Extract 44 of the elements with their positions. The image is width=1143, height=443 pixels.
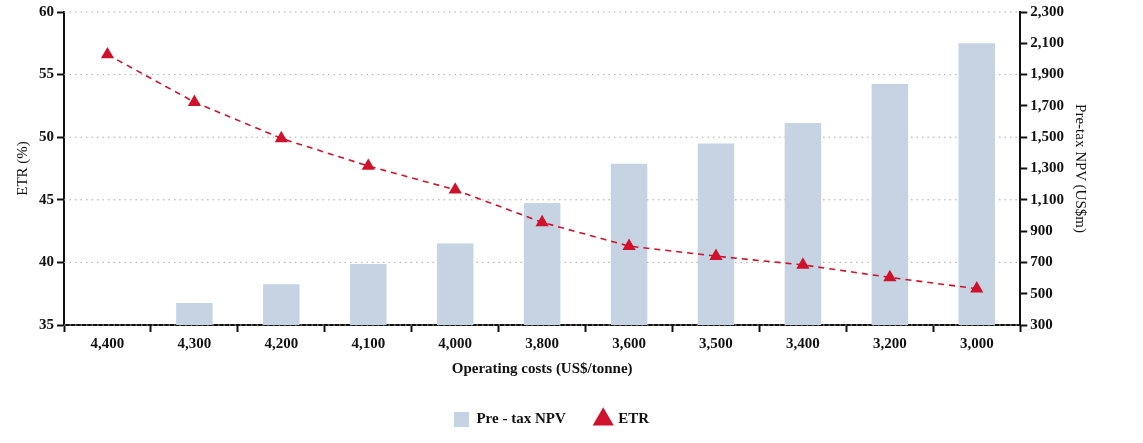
y2-tick-label: 1,500 (1030, 128, 1064, 145)
y-tick-label: 40 (39, 253, 54, 270)
x-tick-label: 3,500 (699, 334, 733, 351)
y-tick-label: 45 (39, 190, 54, 207)
point (623, 239, 636, 250)
point (796, 258, 809, 269)
x-axis-title: Operating costs (US$/tonne) (451, 359, 633, 377)
x-tick-label: 4,100 (351, 334, 386, 351)
y2-tick-label: 900 (1030, 221, 1053, 238)
point (362, 159, 375, 170)
y2-tick-label: 300 (1030, 315, 1053, 332)
y-tick-label: 60 (39, 2, 54, 19)
x-tick-label: 4,200 (264, 334, 299, 351)
y2-tick-label: 1,900 (1030, 65, 1064, 82)
x-tick-label: 4,000 (438, 334, 473, 351)
y2-tick-label: 2,300 (1030, 2, 1064, 19)
y-tick-label: 50 (39, 128, 54, 145)
legend-label: ETR (618, 410, 650, 427)
point (188, 95, 201, 106)
x-tick-label: 3,600 (612, 334, 646, 351)
x-tick-label: 3,200 (872, 334, 907, 351)
y2-tick-label: 700 (1030, 253, 1053, 270)
x-tick-label: 4,300 (177, 334, 212, 351)
y-tick-label: 35 (39, 315, 54, 332)
y2-tick-label: 2,100 (1030, 34, 1064, 51)
y2-tick-label: 1,100 (1030, 190, 1064, 207)
point (101, 47, 114, 59)
point (449, 182, 462, 194)
point (709, 249, 722, 260)
y-tick-label: 55 (39, 65, 54, 82)
legend-label: Pre - tax NPV (476, 410, 566, 427)
y2-tick-label: 500 (1030, 284, 1053, 301)
x-tick-label: 3,000 (959, 334, 994, 351)
point (970, 281, 983, 293)
x-tick-label: 3,800 (525, 334, 559, 351)
y2-tick-label: 1,300 (1030, 159, 1064, 176)
y-axis-title: ETR (%) (13, 141, 31, 196)
point (883, 270, 896, 282)
y2-tick-label: 1,700 (1030, 96, 1064, 113)
point (275, 131, 288, 143)
x-tick-label: 4,400 (90, 334, 125, 351)
x-tick-label: 3,400 (786, 334, 820, 351)
y2-axis-title: Pre-tax NPV (US$m) (1072, 104, 1090, 233)
point (536, 215, 549, 227)
